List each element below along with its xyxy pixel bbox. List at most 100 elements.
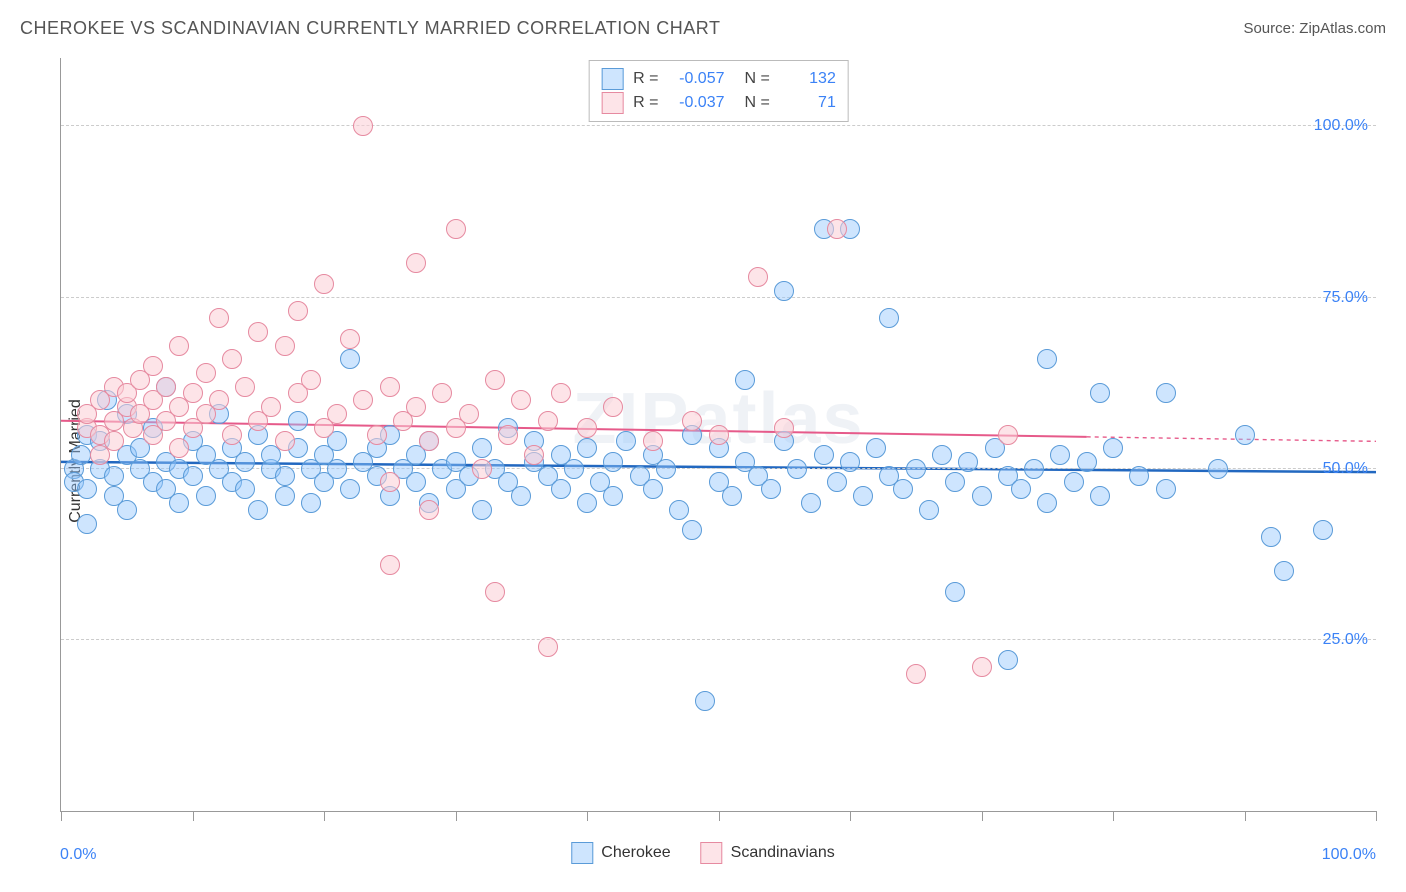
data-point [682,520,702,540]
data-point [669,500,689,520]
data-point [143,356,163,376]
data-point [801,493,821,513]
data-point [301,370,321,390]
r-label: R = [633,67,658,91]
x-tick [850,811,851,821]
r-value: -0.057 [669,67,725,91]
gridline [61,125,1376,126]
n-value: 132 [780,67,836,91]
data-point [169,438,189,458]
data-point [235,479,255,499]
data-point [380,472,400,492]
data-point [459,404,479,424]
data-point [1103,438,1123,458]
data-point [169,336,189,356]
data-point [235,377,255,397]
n-label: N = [745,91,770,115]
data-point [1274,561,1294,581]
x-tick [456,811,457,821]
data-point [485,370,505,390]
data-point [275,466,295,486]
data-point [380,555,400,575]
data-point [577,493,597,513]
x-tick [1113,811,1114,821]
correlation-stats-box: R =-0.057N =132R =-0.037N =71 [588,60,849,122]
data-point [564,459,584,479]
data-point [156,377,176,397]
data-point [353,390,373,410]
data-point [735,370,755,390]
data-point [1077,452,1097,472]
data-point [524,445,544,465]
chart-header: CHEROKEE VS SCANDINAVIAN CURRENTLY MARRI… [0,0,1406,45]
data-point [932,445,952,465]
data-point [603,486,623,506]
data-point [1090,383,1110,403]
data-point [340,479,360,499]
gridline [61,639,1376,640]
data-point [248,500,268,520]
data-point [1208,459,1228,479]
data-point [827,219,847,239]
data-point [1313,520,1333,540]
legend-label: Scandinavians [731,844,835,862]
series-swatch [601,92,623,114]
data-point [498,425,518,445]
data-point [104,466,124,486]
data-point [209,390,229,410]
data-point [1129,466,1149,486]
data-point [603,452,623,472]
data-point [406,253,426,273]
data-point [275,336,295,356]
data-point [367,425,387,445]
data-point [656,459,676,479]
data-point [196,486,216,506]
data-point [1037,349,1057,369]
data-point [511,390,531,410]
data-point [446,219,466,239]
data-point [827,472,847,492]
data-point [104,431,124,451]
data-point [288,411,308,431]
n-label: N = [745,67,770,91]
chart-source: Source: ZipAtlas.com [1243,20,1386,37]
data-point [695,691,715,711]
data-point [419,500,439,520]
data-point [866,438,886,458]
data-point [71,445,91,465]
data-point [643,479,663,499]
r-value: -0.037 [669,91,725,115]
data-point [169,493,189,513]
x-axis-max-label: 100.0% [1322,846,1376,864]
data-point [577,418,597,438]
data-point [1050,445,1070,465]
data-point [340,329,360,349]
data-point [958,452,978,472]
data-point [511,486,531,506]
x-tick [61,811,62,821]
data-point [709,425,729,445]
data-point [432,383,452,403]
data-point [538,637,558,657]
data-point [814,445,834,465]
data-point [603,397,623,417]
data-point [380,377,400,397]
x-tick [324,811,325,821]
data-point [248,322,268,342]
data-point [406,397,426,417]
x-tick [587,811,588,821]
data-point [551,479,571,499]
r-label: R = [633,91,658,115]
data-point [327,404,347,424]
x-tick [193,811,194,821]
data-point [853,486,873,506]
data-point [340,349,360,369]
stat-row: R =-0.037N =71 [601,91,836,115]
data-point [1011,479,1031,499]
data-point [301,493,321,513]
data-point [538,411,558,431]
legend-item: Scandinavians [701,842,835,864]
data-point [906,664,926,684]
data-point [972,657,992,677]
data-point [183,466,203,486]
